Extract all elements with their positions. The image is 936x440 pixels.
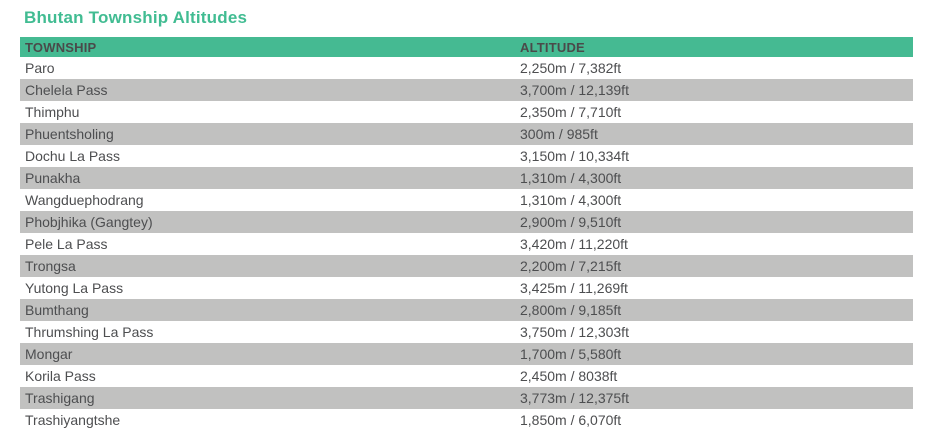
- township-cell: Mongar: [20, 343, 515, 365]
- table-row: Dochu La Pass 3,150m / 10,334ft: [20, 145, 913, 167]
- township-cell: Phobjhika (Gangtey): [20, 211, 515, 233]
- table-row: Thimphu 2,350m / 7,710ft: [20, 101, 913, 123]
- township-cell: Bumthang: [20, 299, 515, 321]
- township-cell: Paro: [25, 60, 55, 76]
- township-cell: Dochu La Pass: [25, 148, 120, 164]
- table-row: Yutong La Pass 3,425m / 11,269ft: [20, 277, 913, 299]
- altitude-cell: 3,420m / 11,220ft: [520, 236, 628, 252]
- table-row: Phobjhika (Gangtey) 2,900m / 9,510ft: [20, 211, 913, 233]
- altitude-cell: 1,310m / 4,300ft: [515, 167, 913, 189]
- township-cell: Thrumshing La Pass: [25, 324, 154, 340]
- table-row: Trongsa 2,200m / 7,215ft: [20, 255, 913, 277]
- altitude-cell: 2,900m / 9,510ft: [515, 211, 913, 233]
- table-row: Korila Pass 2,450m / 8038ft: [20, 365, 913, 387]
- altitude-cell: 1,850m / 6,070ft: [520, 412, 622, 428]
- township-cell: Punakha: [20, 167, 515, 189]
- township-cell: Chelela Pass: [20, 79, 515, 101]
- township-cell: Wangduephodrang: [25, 192, 144, 208]
- altitude-cell: 2,800m / 9,185ft: [515, 299, 913, 321]
- table-row: Thrumshing La Pass 3,750m / 12,303ft: [20, 321, 913, 343]
- township-cell: Korila Pass: [25, 368, 96, 384]
- table-row: Pele La Pass 3,420m / 11,220ft: [20, 233, 913, 255]
- column-header-township: TOWNSHIP: [20, 37, 515, 57]
- altitude-cell: 2,250m / 7,382ft: [520, 60, 622, 76]
- altitude-cell: 3,750m / 12,303ft: [520, 324, 629, 340]
- township-cell: Trongsa: [20, 255, 515, 277]
- altitude-cell: 2,450m / 8038ft: [520, 368, 618, 384]
- altitude-cell: 3,425m / 11,269ft: [520, 280, 628, 296]
- altitude-cell: 3,150m / 10,334ft: [520, 148, 629, 164]
- column-header-altitude: ALTITUDE: [515, 37, 913, 57]
- table-row: Paro 2,250m / 7,382ft: [20, 57, 913, 79]
- altitude-cell: 3,700m / 12,139ft: [515, 79, 913, 101]
- table-header-row: TOWNSHIP ALTITUDE: [20, 37, 913, 57]
- altitude-cell: 2,200m / 7,215ft: [515, 255, 913, 277]
- page-title: Bhutan Township Altitudes: [24, 8, 248, 27]
- township-cell: Phuentsholing: [20, 123, 515, 145]
- altitude-cell: 2,350m / 7,710ft: [520, 104, 622, 120]
- altitude-cell: 300m / 985ft: [515, 123, 913, 145]
- table-row: Wangduephodrang 1,310m / 4,300ft: [20, 189, 913, 211]
- altitude-cell: 1,310m / 4,300ft: [520, 192, 622, 208]
- township-cell: Trashigang: [20, 387, 515, 409]
- township-cell: Thimphu: [25, 104, 80, 120]
- altitude-cell: 1,700m / 5,580ft: [515, 343, 913, 365]
- altitude-table: TOWNSHIP ALTITUDE Paro 2,250m / 7,382ft Ch…: [20, 37, 913, 431]
- table-row: Mongar 1,700m / 5,580ft: [20, 343, 913, 365]
- township-cell: Trashiyangtshe: [25, 412, 121, 428]
- table-body: Paro 2,250m / 7,382ft Chelela Pass 3,700m /…: [20, 57, 913, 431]
- altitude-cell: 3,773m / 12,375ft: [515, 387, 913, 409]
- township-cell: Pele La Pass: [25, 236, 108, 252]
- table-row: Phuentsholing 300m / 985ft: [20, 123, 913, 145]
- table-row: Punakha 1,310m / 4,300ft: [20, 167, 913, 189]
- table-row: Trashiyangtshe 1,850m / 6,070ft: [20, 409, 913, 431]
- table-row: Chelela Pass 3,700m / 12,139ft: [20, 79, 913, 101]
- table-row: Trashigang 3,773m / 12,375ft: [20, 387, 913, 409]
- table-row: Bumthang 2,800m / 9,185ft: [20, 299, 913, 321]
- page: Bhutan Township Altitudes TOWNSHIP ALTIT…: [20, 8, 913, 431]
- township-cell: Yutong La Pass: [25, 280, 124, 296]
